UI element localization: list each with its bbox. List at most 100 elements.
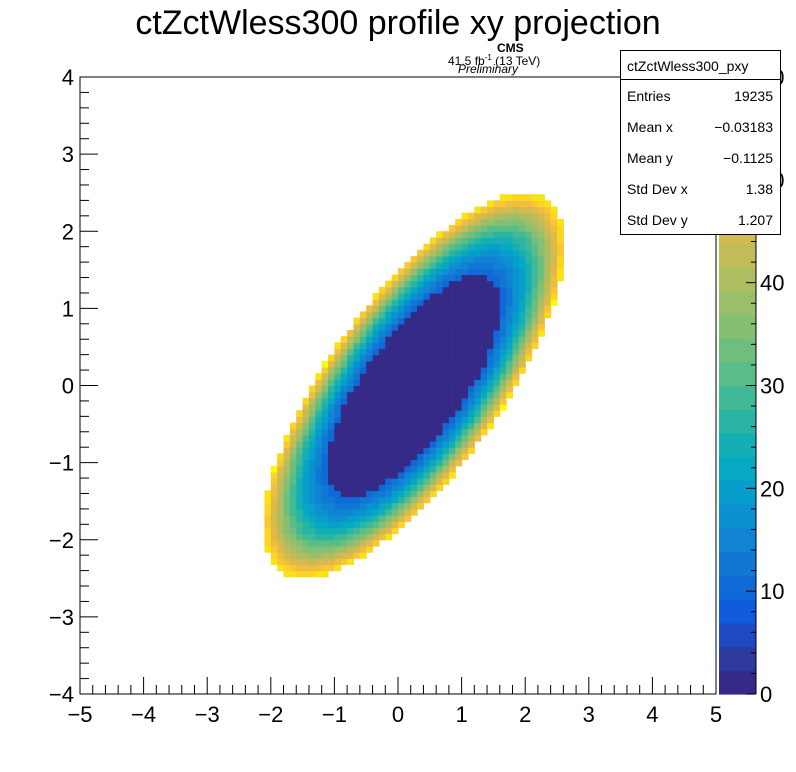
heatmap-cell	[480, 366, 488, 374]
heatmap-cell	[264, 545, 272, 553]
heatmap-cell	[455, 262, 463, 269]
heatmap-cell	[404, 286, 412, 294]
heatmap-cell	[334, 391, 342, 399]
heatmap-cell	[506, 286, 514, 294]
color-scale-band	[719, 456, 756, 482]
heatmap-cell	[391, 311, 399, 319]
heatmap-cell	[366, 434, 374, 442]
heatmap-cell	[423, 428, 431, 436]
x-tick-label: 3	[583, 702, 595, 727]
heatmap-cell	[404, 453, 412, 461]
heatmap-cell	[467, 379, 475, 387]
heatmap-cell	[353, 478, 361, 485]
heatmap-cell	[378, 342, 386, 350]
heatmap-cell	[347, 391, 355, 399]
heatmap-cell	[448, 441, 456, 448]
heatmap-cell	[340, 428, 348, 436]
heatmap-cell	[448, 465, 456, 473]
heatmap-cell	[385, 422, 393, 430]
heatmap-cell	[537, 292, 545, 300]
heatmap-cell	[359, 404, 367, 411]
heatmap-cell	[296, 478, 304, 485]
heatmap-cell	[347, 533, 355, 541]
heatmap-cell	[340, 342, 348, 350]
heatmap-cell	[474, 237, 482, 245]
heatmap-cell	[442, 292, 450, 300]
heatmap-cell	[461, 391, 469, 399]
heatmap-cell	[391, 465, 399, 473]
heatmap-cell	[308, 428, 316, 436]
heatmap-cell	[417, 404, 425, 411]
heatmap-cell	[442, 268, 450, 276]
heatmap-cell	[366, 502, 374, 510]
heatmap-cell	[334, 465, 342, 473]
heatmap-cell	[302, 552, 310, 559]
heatmap-cell	[334, 496, 342, 504]
heatmap-cell	[315, 545, 323, 553]
heatmap-cell	[518, 255, 526, 263]
heatmap-cell	[359, 422, 367, 430]
heatmap-cell	[525, 231, 533, 239]
heatmap-cell	[296, 410, 304, 417]
heatmap-cell	[359, 539, 367, 547]
heatmap-cell	[328, 484, 335, 491]
heatmap-cell	[461, 231, 469, 239]
heatmap-cell	[328, 465, 335, 473]
heatmap-cell	[334, 515, 342, 522]
heatmap-cell	[429, 274, 437, 282]
heatmap-cell	[302, 441, 310, 448]
heatmap-cell	[296, 533, 304, 541]
heatmap-cell	[417, 311, 425, 319]
heatmap-cell	[448, 391, 456, 399]
heatmap-cell	[372, 391, 380, 399]
heatmap-cell	[347, 484, 355, 491]
heatmap-cell	[372, 533, 380, 541]
heatmap-cell	[499, 268, 507, 276]
heatmap-cell	[372, 484, 380, 491]
heatmap-cell	[328, 391, 335, 399]
heatmap-cell	[429, 441, 437, 448]
heatmap-cell	[436, 329, 444, 337]
heatmap-cell	[308, 459, 316, 467]
heatmap-cell	[391, 292, 399, 300]
heatmap-cell	[525, 268, 533, 276]
heatmap-cell	[372, 329, 380, 337]
heatmap-cell	[429, 391, 437, 399]
heatmap-cell	[277, 459, 285, 467]
heatmap-cell	[423, 459, 431, 467]
heatmap-cell	[340, 484, 348, 491]
heatmap-cell	[455, 416, 463, 424]
heatmap-cell	[391, 366, 399, 374]
heatmap-cell	[461, 422, 469, 430]
heatmap-cell	[506, 360, 514, 368]
heatmap-cell	[308, 552, 316, 559]
heatmap-cell	[417, 323, 425, 331]
heatmap-cell	[448, 249, 456, 257]
heatmap-cell	[321, 360, 329, 368]
heatmap-cell	[512, 249, 520, 257]
heatmap-cell	[480, 428, 488, 436]
heatmap-cell	[283, 521, 291, 529]
heatmap-cell	[270, 508, 278, 516]
heatmap-cell	[378, 478, 386, 485]
heatmap-cell	[277, 471, 285, 479]
heatmap-cell	[423, 397, 431, 405]
heatmap-cell	[353, 397, 361, 405]
heatmap-cell	[518, 299, 526, 306]
heatmap-cell	[410, 292, 418, 300]
heatmap-cell	[531, 323, 539, 331]
heatmap-cell	[315, 527, 323, 535]
heatmap-cell	[487, 231, 494, 239]
heatmap-cell	[340, 558, 348, 566]
heatmap-cell	[302, 465, 310, 473]
heatmap-cell	[398, 274, 405, 282]
heatmap-cell	[525, 194, 533, 201]
heatmap-cell	[289, 502, 297, 510]
heatmap-cell	[487, 206, 494, 214]
heatmap-cell	[385, 317, 393, 325]
heatmap-cell	[455, 391, 463, 399]
heatmap-cell	[308, 564, 316, 572]
heatmap-cell	[302, 434, 310, 442]
heatmap-cell	[366, 465, 374, 473]
heatmap-cell	[334, 484, 342, 491]
